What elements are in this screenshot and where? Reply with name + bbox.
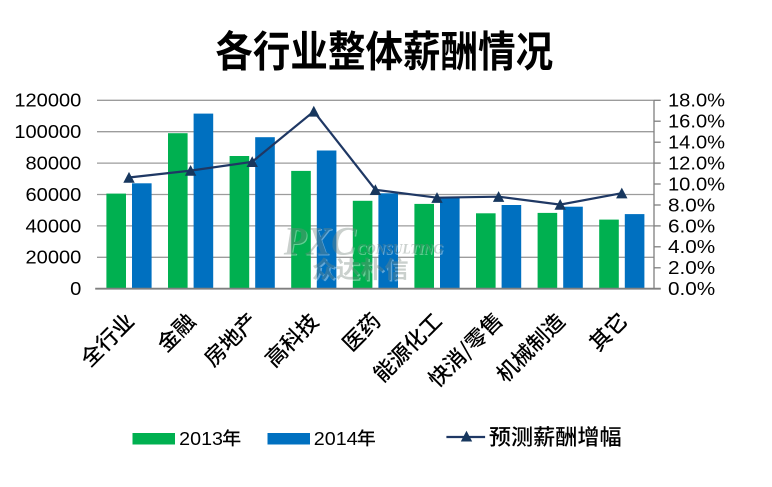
svg-text:2014: 2014 <box>314 429 358 449</box>
svg-text:PXC: PXC <box>283 218 357 263</box>
svg-text:8.0%: 8.0% <box>668 195 715 215</box>
svg-text:16.0%: 16.0% <box>668 112 725 132</box>
svg-text:14.0%: 14.0% <box>668 133 725 153</box>
svg-text:PXC: PXC <box>284 220 358 265</box>
svg-text:60000: 60000 <box>26 185 82 205</box>
svg-text:CONSULTING: CONSULTING <box>357 242 443 258</box>
svg-text:100000: 100000 <box>14 122 81 142</box>
svg-text:2013: 2013 <box>179 429 223 449</box>
svg-text:18.0%: 18.0% <box>668 91 725 111</box>
svg-text:20000: 20000 <box>26 248 82 268</box>
svg-text:40000: 40000 <box>26 216 82 236</box>
svg-text:CONSULTING: CONSULTING <box>358 243 444 259</box>
svg-text:80000: 80000 <box>26 154 82 174</box>
svg-text:4.0%: 4.0% <box>668 237 715 257</box>
svg-text:10.0%: 10.0% <box>668 174 725 194</box>
svg-text:0.0%: 0.0% <box>668 279 715 299</box>
svg-text:6.0%: 6.0% <box>668 216 715 236</box>
svg-text:0: 0 <box>70 279 81 299</box>
svg-text:12.0%: 12.0% <box>668 154 725 174</box>
svg-text:2.0%: 2.0% <box>668 258 715 278</box>
svg-text:120000: 120000 <box>14 91 81 111</box>
